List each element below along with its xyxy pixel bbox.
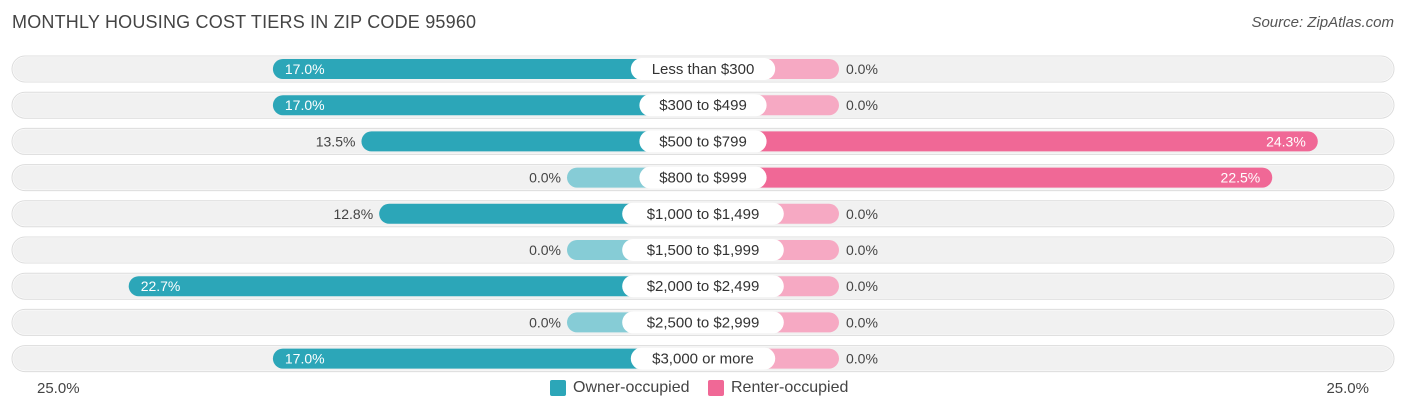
chart-title: MONTHLY HOUSING COST TIERS IN ZIP CODE 9… [12,12,477,32]
renter-value-label: 0.0% [846,351,878,367]
chart-row: 17.0% 0.0% Less than $300 [11,55,1395,83]
axis-label-left: 25.0% [37,380,80,397]
chart-row: 0.0% 0.0% $1,500 to $1,999 [11,236,1395,264]
owner-value-label: 12.8% [333,206,373,222]
legend-item-renter: Renter-occupied [708,379,848,397]
category-pill [622,275,784,298]
category-label: $2,000 to $2,499 [647,278,760,295]
category-label: $300 to $499 [659,97,747,114]
category-pill [639,130,767,153]
chart-rows: 17.0% 0.0% Less than $300 17.0% 0.0% $300 to … [11,55,1395,373]
owner-value-label: 0.0% [529,170,561,186]
owner-value-label: 17.0% [285,61,325,77]
owner-value-label: 0.0% [529,242,561,258]
owner-value-label: 17.0% [285,97,325,113]
category-label: $500 to $799 [659,133,747,150]
category-pill [639,166,767,189]
legend-label-renter: Renter-occupied [731,379,849,396]
category-pill [639,94,767,117]
owner-value-label: 0.0% [529,314,561,330]
legend-label-owner: Owner-occupied [573,379,690,396]
category-label: $800 to $999 [659,170,747,187]
category-pill [622,202,784,225]
chart-row: 17.0% 0.0% $300 to $499 [11,91,1395,119]
source-label: Source: ZipAtlas.com [1251,14,1394,31]
owner-bar [379,203,703,224]
owner-value-label: 22.7% [141,278,181,294]
category-pill [622,239,784,261]
chart-canvas: 17.0% 0.0% Less than $300 17.0% 0.0% $300 to … [11,55,1395,373]
axis-label-right: 25.0% [1326,380,1369,397]
chart-row: 12.8% 0.0% $1,000 to $1,499 [11,200,1395,228]
owner-bar [272,348,703,369]
owner-bar [361,131,703,152]
chart-legend: 25.0% Owner-occupied Renter-occupied 25.… [0,379,1406,401]
renter-value-label: 22.5% [1221,170,1261,186]
renter-value-label: 24.3% [1266,133,1306,149]
renter-value-label: 0.0% [846,61,878,77]
category-label: $1,500 to $1,999 [647,242,760,259]
owner-bar [272,95,703,116]
chart-row: 22.7% 0.0% $2,000 to $2,499 [11,272,1395,300]
legend-swatch-owner [550,380,566,396]
category-pill [630,347,776,370]
renter-bar [703,131,1318,152]
category-label: Less than $300 [652,61,755,78]
owner-value-label: 13.5% [316,133,356,149]
legend-item-owner: Owner-occupied [550,379,690,397]
renter-value-label: 0.0% [846,278,878,294]
legend-swatch-renter [708,380,724,396]
category-pill [630,58,776,80]
owner-bar [128,276,703,297]
category-label: $2,500 to $2,999 [647,314,760,331]
renter-bar [703,167,1273,188]
category-label: $3,000 or more [652,351,754,368]
chart-row: 0.0% 22.5% $800 to $999 [11,164,1395,192]
renter-value-label: 0.0% [846,206,878,222]
owner-bar [272,59,703,79]
renter-value-label: 0.0% [846,314,878,330]
category-label: $1,000 to $1,499 [647,206,760,223]
renter-value-label: 0.0% [846,242,878,258]
chart-row: 13.5% 24.3% $500 to $799 [11,127,1395,155]
renter-value-label: 0.0% [846,97,878,113]
owner-value-label: 17.0% [285,351,325,367]
chart-row: 17.0% 0.0% $3,000 or more [11,345,1395,373]
chart-row: 0.0% 0.0% $2,500 to $2,999 [11,308,1395,336]
category-pill [622,311,784,334]
